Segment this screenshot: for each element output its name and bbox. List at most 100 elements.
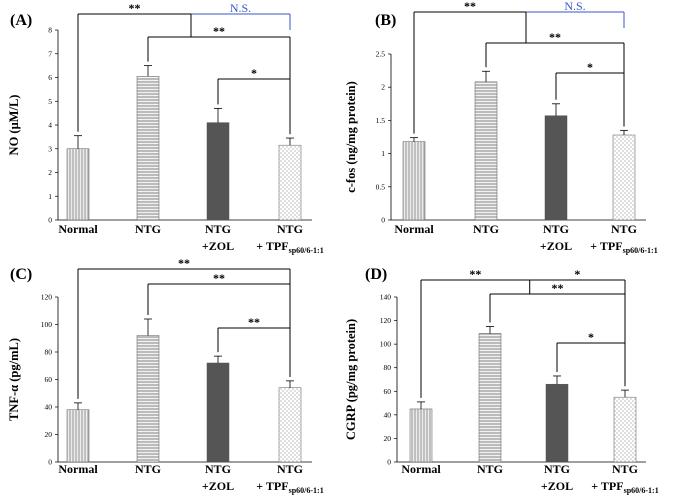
significance-bracket: * (556, 330, 626, 387)
y-tick-label: 20 (45, 430, 53, 439)
x-tick-label: NTG (277, 222, 303, 236)
significance-label: * (574, 267, 580, 281)
x-tick-label: NTG (473, 222, 499, 236)
y-tick-label: 0 (381, 216, 385, 225)
x-tick-label-line2: + TPFsp60/6-1:1 (256, 479, 323, 495)
y-tick-label: 3 (48, 144, 52, 153)
x-tick-label: Normal (401, 462, 441, 476)
significance-bracket: ** N.S. (77, 1, 291, 132)
x-tick-label: Normal (394, 222, 434, 236)
significance-label: ** (178, 256, 190, 270)
y-axis-title: CGRP (pg/mg protein) (344, 319, 358, 440)
bar (66, 409, 90, 463)
panel-a: (A) NO (μM/L) 0 1 2 3 4 5 6 7 8 Normal NTG NTG +ZOL NTG… (7, 1, 324, 255)
x-tick-label: NTG (135, 462, 161, 476)
y-tick-label: 4 (48, 121, 52, 130)
x-tick-label-line2: + TPFsp60/6-1:1 (591, 479, 658, 495)
significance-label: N.S. (230, 1, 251, 15)
bar (206, 122, 230, 221)
panel-label: (D) (365, 266, 387, 283)
y-tick-label: 2 (381, 83, 385, 92)
y-tick-label: 0 (48, 216, 52, 225)
significance-label: N.S. (564, 0, 585, 13)
y-tick-label: 60 (384, 387, 392, 396)
bar (66, 148, 90, 221)
y-tick-label: 1 (381, 149, 385, 158)
bar (136, 335, 160, 463)
x-tick-subscript: sp60/6-1:1 (624, 486, 659, 495)
bar (612, 134, 636, 221)
x-tick-label: Normal (58, 222, 98, 236)
significance-label: ** (129, 1, 141, 15)
y-tick-label: 100 (41, 320, 53, 329)
y-tick-label: 80 (384, 363, 392, 372)
y-axis-title: c-fos (ng/mg protein) (344, 81, 358, 193)
x-tick-subscript: sp60/6-1:1 (289, 486, 324, 495)
x-tick-label: NTG (477, 462, 503, 476)
x-tick-label: NTG (543, 222, 569, 236)
significance-label: ** (469, 267, 481, 281)
bar (278, 387, 302, 463)
y-tick-label: 100 (380, 340, 392, 349)
significance-label: ** (549, 30, 561, 44)
panel-c: (C) TNF-α (pg/mL) 0 20 40 60 80 100 120 Normal NTG… (7, 256, 324, 495)
y-tick-label: 7 (48, 49, 52, 58)
x-tick-subscript: sp60/6-1:1 (623, 246, 658, 255)
bar (136, 76, 160, 221)
significance-label: * (588, 330, 594, 344)
significance-label: ** (213, 24, 225, 38)
bar (613, 396, 637, 463)
bar (474, 81, 498, 221)
y-tick-label: 8 (48, 26, 52, 35)
significance-label: ** (213, 271, 225, 285)
x-tick-subscript: sp60/6-1:1 (289, 246, 324, 255)
y-tick-label: 0 (48, 458, 52, 467)
x-tick-label: NTG (135, 222, 161, 236)
x-tick-label: NTG (277, 462, 303, 476)
bar (478, 333, 502, 463)
significance-label: * (587, 60, 593, 74)
significance-bracket: ** * (420, 267, 626, 398)
y-axis-title: NO (μM/L) (7, 95, 21, 156)
significance-bracket: * (217, 66, 291, 135)
x-tick-label-line2: + TPFsp60/6-1:1 (590, 239, 657, 255)
x-tick-label: NTG (611, 222, 637, 236)
y-tick-label: 40 (45, 403, 53, 412)
y-tick-label: 1.5 (376, 116, 386, 125)
y-tick-label: 5 (48, 97, 52, 106)
y-tick-label: 2 (48, 168, 52, 177)
significance-label: ** (464, 0, 476, 13)
bar (402, 141, 426, 221)
significance-bracket: ** (217, 315, 291, 377)
panel-d: (D) CGRP (pg/mg protein) 0 20 40 60 80 100 120 14… (344, 266, 659, 495)
y-tick-label: 60 (45, 375, 53, 384)
x-tick-label-line2: +ZOL (540, 239, 572, 253)
bar (545, 383, 569, 463)
significance-label: ** (248, 315, 260, 329)
bar (409, 408, 433, 463)
significance-label: * (251, 66, 257, 80)
x-tick-label-line2: +ZOL (541, 479, 573, 493)
significance-bracket: ** (485, 30, 625, 127)
x-tick-label: Normal (58, 462, 98, 476)
panel-label: (B) (375, 12, 396, 29)
y-tick-label: 6 (48, 73, 52, 82)
x-tick-label: NTG (544, 462, 570, 476)
y-tick-label: 1 (48, 192, 52, 201)
y-tick-label: 0 (387, 458, 391, 467)
significance-bracket: ** (489, 281, 626, 387)
y-tick-label: 40 (384, 410, 392, 419)
panel-label: (C) (10, 266, 32, 283)
significance-bracket: ** N.S. (413, 0, 625, 134)
y-axis-title: TNF-α (pg/mL) (7, 338, 21, 421)
x-tick-label: NTG (205, 222, 231, 236)
significance-bracket: * (555, 60, 625, 127)
panel-b: (B) c-fos (ng/mg protein) 0 0.5 1 1.5 2 2.5 Norm… (344, 0, 658, 255)
y-tick-label: 0.5 (376, 182, 386, 191)
x-tick-label-line2: +ZOL (202, 239, 234, 253)
x-tick-label-line2: +ZOL (202, 479, 234, 493)
x-tick-label-line2: + TPFsp60/6-1:1 (256, 239, 323, 255)
significance-label: ** (552, 281, 564, 295)
y-tick-label: 2.5 (376, 50, 386, 59)
